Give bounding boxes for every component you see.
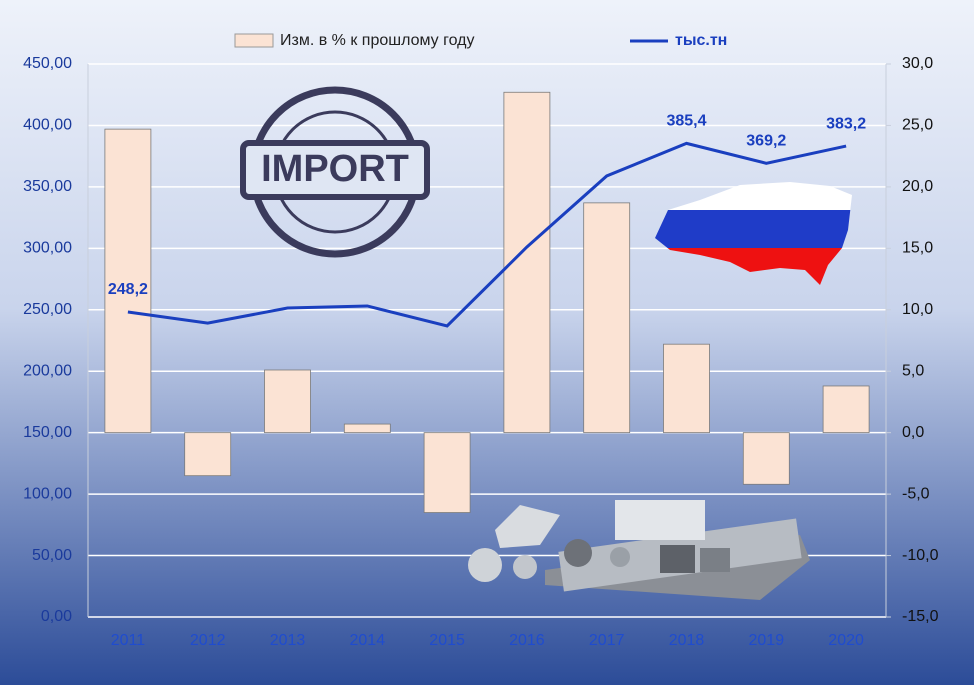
y2-tick-label: 30,0 bbox=[902, 55, 933, 72]
line bbox=[127, 141, 847, 328]
x-tick-label: 2012 bbox=[190, 632, 226, 649]
y-tick-label: 200,00 bbox=[23, 362, 72, 379]
y-tick-label: 300,00 bbox=[23, 240, 72, 257]
y2-tick-label: -10,0 bbox=[902, 547, 939, 564]
y2-tick-label: 25,0 bbox=[902, 117, 933, 134]
y-tick-label: 250,00 bbox=[23, 301, 72, 318]
x-tick-label: 2016 bbox=[509, 632, 545, 649]
bar bbox=[343, 423, 391, 434]
bar bbox=[663, 343, 710, 434]
stamp-text: IMPORT bbox=[261, 148, 409, 190]
y-tick-label: 350,00 bbox=[23, 178, 72, 195]
bar bbox=[822, 385, 870, 434]
y2-tick-label: 5,0 bbox=[902, 362, 924, 379]
x-tick-label: 2011 bbox=[111, 632, 146, 649]
x-tick-label: 2019 bbox=[749, 632, 785, 649]
y2-tick-label: 0,0 bbox=[902, 424, 924, 441]
y2-tick-label: -15,0 bbox=[902, 608, 939, 625]
x-tick-label: 2014 bbox=[350, 632, 386, 649]
import-stamp bbox=[240, 86, 430, 258]
legend-swatch-bar bbox=[234, 33, 274, 48]
x-tick-label: 2020 bbox=[828, 632, 864, 649]
y-tick-label: 0,00 bbox=[41, 608, 72, 625]
y-tick-label: 150,00 bbox=[23, 424, 72, 441]
y-tick-label: 50,00 bbox=[32, 547, 72, 564]
legend-label: Изм. в % к прошлому году bbox=[280, 32, 475, 49]
bar bbox=[423, 432, 471, 513]
y-tick-label: 450,00 bbox=[23, 55, 72, 72]
data-label: 385,4 bbox=[666, 113, 706, 130]
y2-tick-label: 10,0 bbox=[902, 301, 933, 318]
bar bbox=[184, 432, 232, 477]
legend-label: тыс.тн bbox=[675, 32, 727, 49]
y-tick-label: 400,00 bbox=[23, 117, 72, 134]
x-tick-label: 2015 bbox=[429, 632, 465, 649]
bar bbox=[104, 128, 152, 434]
data-label: 369,2 bbox=[746, 133, 786, 150]
metal-products bbox=[468, 500, 810, 600]
x-tick-label: 2018 bbox=[669, 632, 705, 649]
bar bbox=[583, 202, 631, 434]
y2-tick-label: 15,0 bbox=[902, 240, 933, 257]
data-label: 383,2 bbox=[826, 115, 866, 132]
y2-tick-label: -5,0 bbox=[902, 485, 930, 502]
y2-tick-label: 20,0 bbox=[902, 178, 933, 195]
x-tick-label: 2013 bbox=[270, 632, 306, 649]
x-tick-label: 2017 bbox=[589, 632, 625, 649]
y-tick-label: 100,00 bbox=[23, 485, 72, 502]
bar bbox=[742, 432, 790, 485]
data-label: 248,2 bbox=[108, 281, 148, 298]
bar bbox=[264, 369, 311, 434]
